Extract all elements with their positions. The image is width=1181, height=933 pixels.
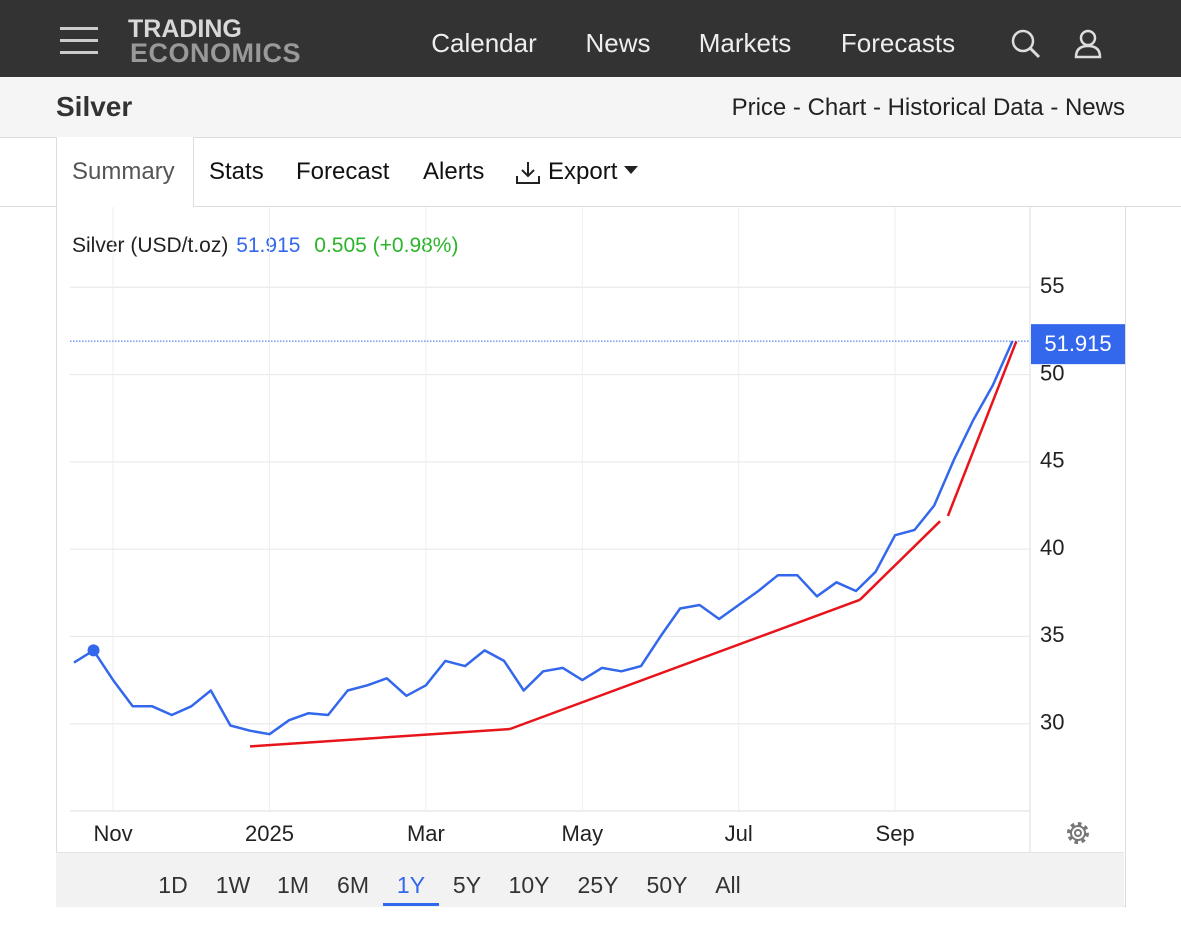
- range-button[interactable]: 10Y: [508, 872, 550, 898]
- y-tick-label: 35: [1040, 622, 1064, 647]
- tab[interactable]: Export: [548, 158, 618, 185]
- x-tick-label: Nov: [94, 821, 133, 846]
- nav-link[interactable]: News: [585, 28, 651, 58]
- range-button[interactable]: 1W: [215, 872, 251, 898]
- quote-change: 0.505 (+0.98%): [314, 234, 459, 257]
- header-links[interactable]: Price - Chart - Historical Data - News: [731, 94, 1125, 121]
- caret[interactable]: [624, 166, 638, 176]
- range-bar: [56, 852, 1124, 907]
- active-underline: [383, 903, 439, 906]
- range-button[interactable]: 25Y: [577, 872, 619, 898]
- trend-line: [509, 598, 861, 731]
- user-icon[interactable]: [1072, 28, 1104, 60]
- x-tick-label: 2025: [245, 821, 294, 846]
- y-tick-label: 55: [1040, 273, 1064, 298]
- y-tick-label: 45: [1040, 448, 1064, 473]
- last-value-label: 51.915: [1044, 331, 1111, 356]
- nav-link[interactable]: Forecasts: [840, 28, 956, 58]
- range-button[interactable]: 1D: [158, 872, 188, 898]
- x-tick-label: Sep: [876, 821, 915, 846]
- range-button[interactable]: 5Y: [452, 872, 482, 898]
- price-line: [73, 340, 1014, 736]
- trend-line: [946, 340, 1018, 517]
- nav-link[interactable]: Markets: [698, 28, 792, 58]
- tab-rule: [0, 206, 1181, 207]
- logo-bottom[interactable]: ECONOMICS: [130, 38, 302, 68]
- export-icon[interactable]: [515, 160, 541, 186]
- tab[interactable]: Forecast: [296, 158, 390, 185]
- x-tick-label: May: [562, 821, 604, 846]
- x-tick-label: Mar: [407, 821, 445, 846]
- y-tick-label: 50: [1040, 360, 1064, 385]
- range-button[interactable]: 50Y: [646, 872, 688, 898]
- y-tick-label: 30: [1040, 710, 1064, 735]
- quote-price: 51.915: [236, 234, 301, 257]
- start-marker: [87, 644, 100, 657]
- menu-icon[interactable]: [58, 24, 100, 56]
- page-title: Silver: [56, 91, 133, 122]
- last-value-box: [1031, 324, 1125, 365]
- tab[interactable]: Alerts: [423, 158, 485, 185]
- quote: Silver (USD/t.oz) 51.915 0.505 (+0.98%): [72, 234, 458, 258]
- tab[interactable]: Summary: [72, 158, 175, 185]
- settings-icon[interactable]: [1067, 822, 1089, 844]
- y-tick-label: 40: [1040, 535, 1064, 560]
- range-button[interactable]: 1M: [277, 872, 309, 898]
- tab[interactable]: Stats: [209, 158, 264, 185]
- trend-line: [249, 727, 511, 748]
- nav-link[interactable]: Calendar: [431, 28, 537, 58]
- trend-line: [859, 520, 941, 601]
- top-nav: TRADING ECONOMICS Calendar News Markets …: [0, 0, 1181, 77]
- title-bar: Silver Price - Chart - Historical Data -…: [0, 77, 1181, 138]
- range-button[interactable]: 1Y: [396, 872, 426, 898]
- active-tab: [56, 137, 194, 207]
- quote-name: Silver (USD/t.oz): [72, 234, 229, 257]
- x-tick-label: Jul: [725, 821, 753, 846]
- chart: 30 35 40 45 50 55 Nov 2025 Mar May Jul Sep 51.915: [70, 207, 1125, 852]
- range-button[interactable]: 6M: [337, 872, 369, 898]
- range-button[interactable]: All: [715, 872, 741, 898]
- search-icon[interactable]: [1010, 28, 1042, 60]
- logo-top[interactable]: TRADING: [128, 15, 242, 43]
